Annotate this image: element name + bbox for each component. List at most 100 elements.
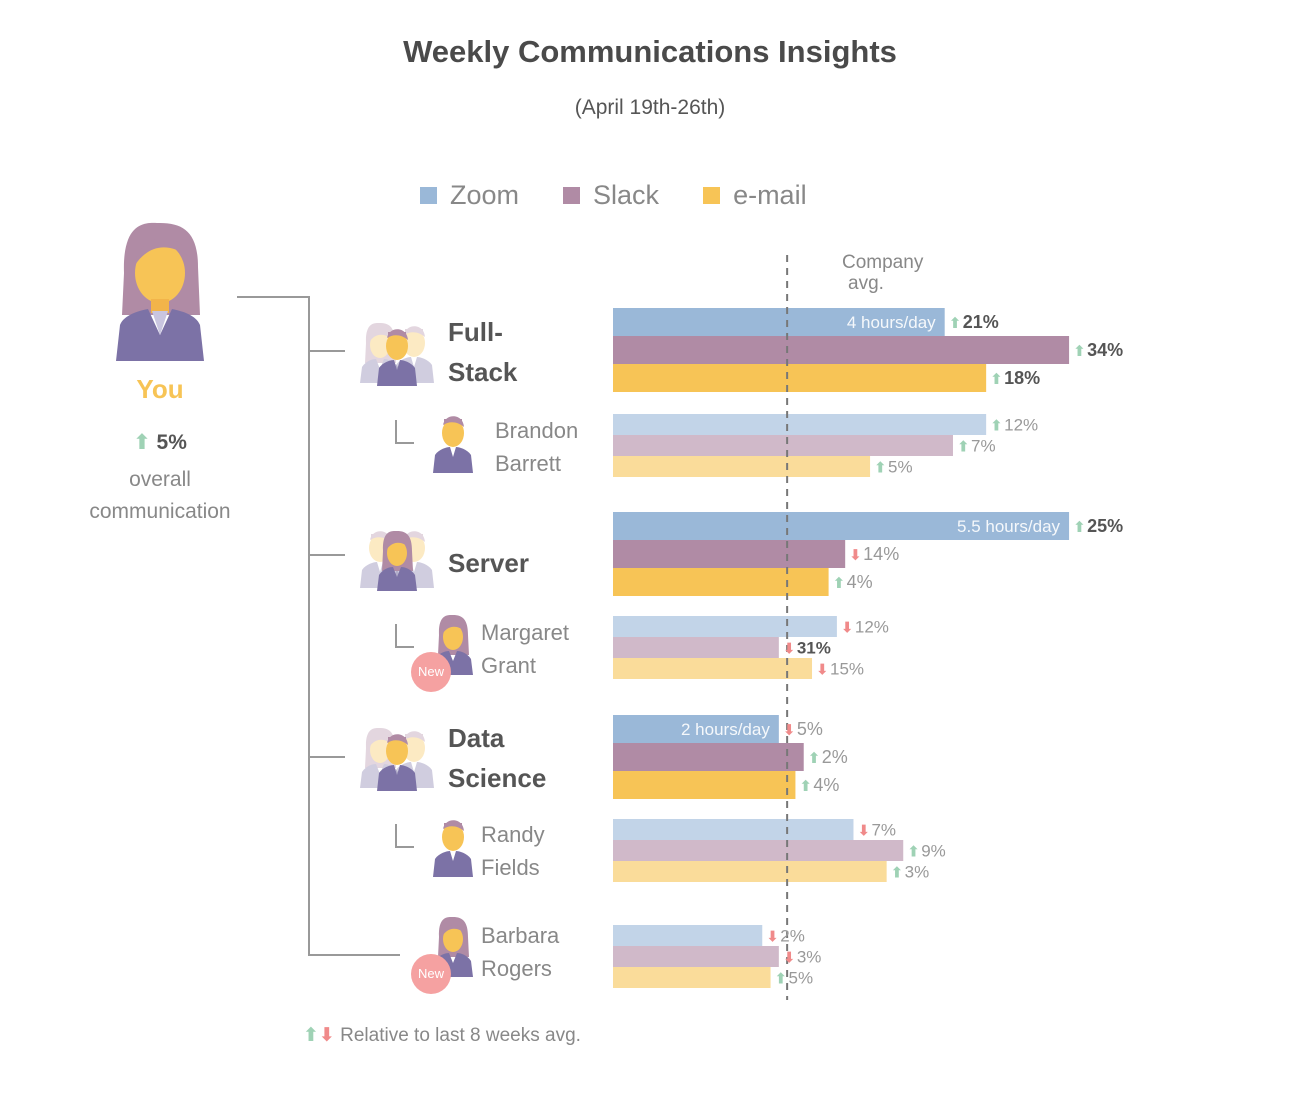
up-arrow-icon: ⬆ <box>133 431 151 454</box>
up-arrow-icon: ⬆ <box>949 314 962 332</box>
up-arrow-icon: ⬆ <box>799 777 812 795</box>
team-name-datascience: Data Science <box>448 718 546 798</box>
person-name-margaret: Margaret Grant <box>481 616 569 682</box>
legend-swatch-zoom <box>420 187 437 204</box>
change-label: 34% <box>1087 340 1123 360</box>
person-name-brandon: Brandon Barrett <box>495 414 578 480</box>
change-label: 4% <box>813 775 839 795</box>
change-label: 2% <box>780 927 805 946</box>
company-avg-label: Company avg. <box>842 252 923 294</box>
change-label: 15% <box>830 660 864 679</box>
company-avg-line2: avg. <box>848 273 884 294</box>
change-label: 7% <box>971 437 996 456</box>
down-arrow-icon: ⬇ <box>857 822 870 840</box>
person-name-barbara: Barbara Rogers <box>481 919 559 985</box>
legend-label-slack: Slack <box>593 180 660 210</box>
team-name-line1: Full- <box>448 317 503 347</box>
up-arrow-icon: ⬆ <box>990 370 1003 388</box>
chart-title: Weekly Communications Insights <box>403 34 897 69</box>
change-label: 3% <box>905 863 930 882</box>
change-label: 31% <box>797 639 831 658</box>
bar-email <box>613 861 887 882</box>
team-name-fullstack: Full- Stack <box>448 312 517 392</box>
legend-item-slack: Slack <box>563 180 659 211</box>
you-label: You <box>136 374 184 404</box>
you-description: overall communication <box>60 464 260 528</box>
up-arrow-icon: ⬆ <box>990 417 1003 435</box>
chart-subtitle: (April 19th-26th) <box>574 96 726 119</box>
bar-email <box>613 568 829 596</box>
legend-swatch-slack <box>563 187 581 204</box>
legend-swatch-email <box>703 187 721 204</box>
team-name-line2: Stack <box>448 357 518 387</box>
up-arrow-icon: ⬆ <box>891 864 904 882</box>
bar-zoom <box>613 715 779 743</box>
change-label: 21% <box>963 312 999 332</box>
bar-slack <box>613 540 846 568</box>
bar-zoom <box>613 925 763 946</box>
footnote-text: Relative to last 8 weeks avg. <box>340 1025 581 1046</box>
new-badge-barbara: New <box>411 954 451 994</box>
change-label: 12% <box>1004 416 1038 435</box>
legend: Zoom Slack e-mail <box>420 180 851 211</box>
bar-email <box>613 967 771 988</box>
bar-slack <box>613 946 779 967</box>
up-arrow-icon: ⬆ <box>1073 342 1086 360</box>
change-label: 14% <box>863 544 899 564</box>
person-name-line1: Brandon <box>495 418 579 443</box>
bar-slack <box>613 435 953 456</box>
bar-zoom <box>613 819 854 840</box>
bar-zoom <box>613 308 945 336</box>
up-arrow-icon: ⬆ <box>1073 518 1086 536</box>
person-name-randy: Randy Fields <box>481 818 545 884</box>
change-label: 7% <box>871 821 896 840</box>
change-label: 18% <box>1004 368 1040 388</box>
bar-slack <box>613 840 904 861</box>
legend-label-zoom: Zoom <box>450 180 520 210</box>
person-name-line2: Rogers <box>481 956 552 981</box>
up-arrow-icon: ⬆ <box>874 459 887 477</box>
change-label: 5% <box>789 969 814 988</box>
bar-value-label: 5.5 hours/day <box>957 517 1061 536</box>
new-badge-margaret: New <box>411 652 451 692</box>
you-change-value: 5% <box>156 431 187 454</box>
legend-label-email: e-mail <box>733 180 807 210</box>
bar-zoom <box>613 414 987 435</box>
person-name-line2: Fields <box>481 855 540 880</box>
change-label: 5% <box>797 719 823 739</box>
legend-item-email: e-mail <box>703 180 807 211</box>
team-name-line2: Science <box>448 763 547 793</box>
bar-slack <box>613 637 779 658</box>
team-name-line1: Data <box>448 723 505 753</box>
down-arrow-icon: ⬇ <box>783 949 796 967</box>
change-label: 12% <box>855 618 889 637</box>
change-label: 5% <box>888 458 913 477</box>
down-arrow-icon: ⬇ <box>318 1025 335 1046</box>
company-avg-line1: Company <box>842 252 924 273</box>
person-name-line1: Randy <box>481 822 545 847</box>
up-arrow-icon: ⬆ <box>907 843 920 861</box>
bar-email <box>613 658 813 679</box>
person-name-line2: Grant <box>481 653 537 678</box>
person-name-line2: Barrett <box>495 451 562 476</box>
change-label: 25% <box>1087 516 1123 536</box>
bar-slack <box>613 336 1070 364</box>
down-arrow-icon: ⬇ <box>849 546 862 564</box>
bar-email <box>613 364 987 392</box>
up-arrow-icon: ⬆ <box>808 749 821 767</box>
legend-item-zoom: Zoom <box>420 180 519 211</box>
bar-zoom <box>613 616 837 637</box>
bar-email <box>613 771 796 799</box>
up-arrow-icon: ⬆ <box>775 970 788 988</box>
person-name-line1: Barbara <box>481 923 560 948</box>
up-arrow-icon: ⬆ <box>957 438 970 456</box>
bar-zoom <box>613 512 1070 540</box>
team-name-server: Server <box>448 543 529 583</box>
person-name-line1: Margaret <box>481 620 570 645</box>
you-change: ⬆ 5% <box>80 430 240 455</box>
down-arrow-icon: ⬇ <box>766 928 779 946</box>
bar-email <box>613 456 871 477</box>
you-desc-line1: overall <box>129 468 191 491</box>
bar-value-label: 4 hours/day <box>847 313 936 332</box>
team-name-line1: Server <box>448 548 529 578</box>
